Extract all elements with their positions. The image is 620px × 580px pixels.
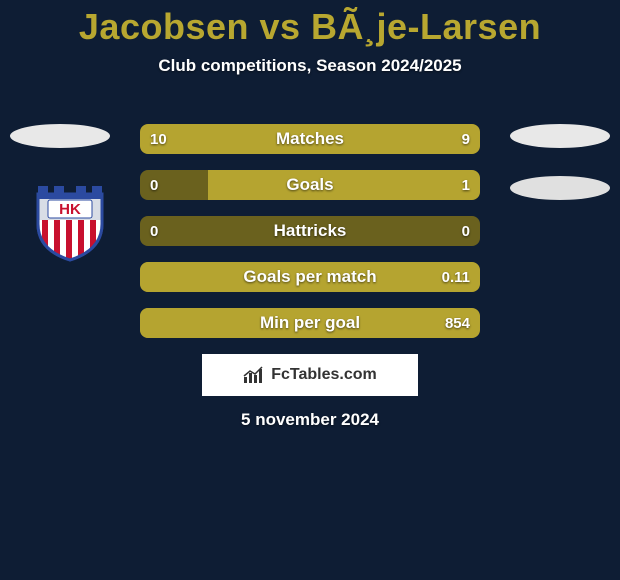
player-left-club-badge: HK (30, 180, 110, 262)
chart-icon (243, 366, 265, 384)
player-left-avatar-oval (10, 124, 110, 148)
stat-bar-fill-right (140, 262, 480, 292)
attribution-badge: FcTables.com (202, 354, 418, 396)
page-subtitle: Club competitions, Season 2024/2025 (0, 56, 620, 76)
stat-bar-fill-left (140, 124, 319, 154)
stat-bar-row: Goals01 (140, 170, 480, 200)
stat-bar-fill-right (319, 124, 480, 154)
stat-bars: Matches109Goals01Hattricks00Goals per ma… (140, 124, 480, 354)
player-right-club-oval (510, 176, 610, 200)
page-title: Jacobsen vs BÃ¸je-Larsen (0, 0, 620, 48)
svg-text:HK: HK (59, 201, 81, 218)
stat-bar-value-right: 0 (462, 216, 470, 246)
stat-bar-label: Hattricks (140, 216, 480, 246)
stat-bar-fill-right (140, 308, 480, 338)
stat-bar-value-left: 0 (150, 170, 158, 200)
club-shield-icon: HK (30, 180, 110, 262)
stat-bar-value-left: 0 (150, 216, 158, 246)
player-right-avatar-oval (510, 124, 610, 148)
stat-bar-row: Hattricks0 0 (140, 216, 480, 246)
stat-bar-fill-right (208, 170, 480, 200)
attribution-text: FcTables.com (271, 366, 377, 384)
comparison-infographic: Jacobsen vs BÃ¸je-Larsen Club competitio… (0, 0, 620, 580)
stat-bar-row: Min per goal854 (140, 308, 480, 338)
stat-bar-row: Matches109 (140, 124, 480, 154)
stat-bar-row: Goals per match0.11 (140, 262, 480, 292)
date-text: 5 november 2024 (0, 410, 620, 430)
